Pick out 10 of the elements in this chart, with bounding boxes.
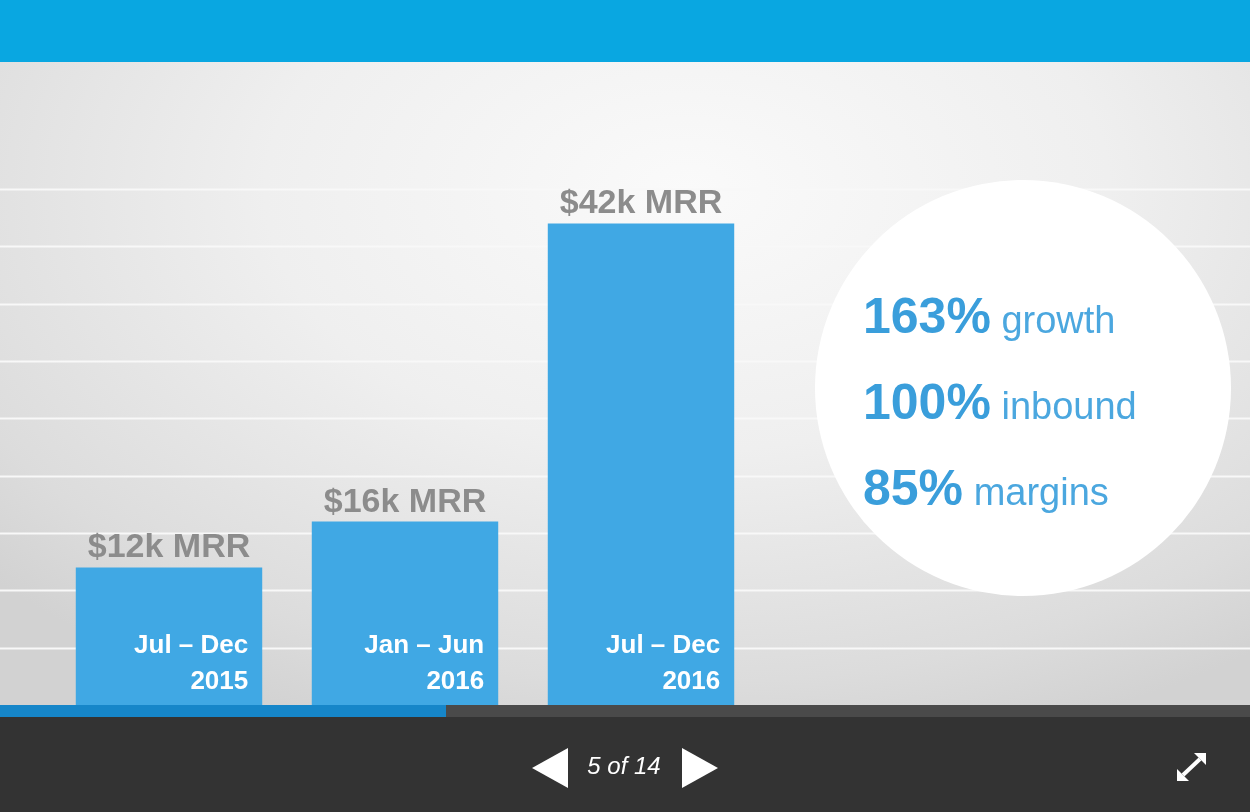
x-tick-label: Jul – Dec 2015 [134, 629, 249, 695]
text: 100% inbound [863, 374, 1137, 430]
x-tick-label: Jul – Dec 2016 [606, 629, 721, 695]
x-tick-label: Jan – Jun 2016 [364, 629, 485, 695]
data-label: $16k MRR [323, 480, 487, 519]
text: 5 of 14 [586, 752, 662, 780]
text: 163% growth [863, 288, 1116, 344]
data-label: $12k MRR [87, 526, 251, 565]
text: 85% margins [863, 460, 1109, 516]
data-label: $42k MRR [559, 182, 723, 221]
